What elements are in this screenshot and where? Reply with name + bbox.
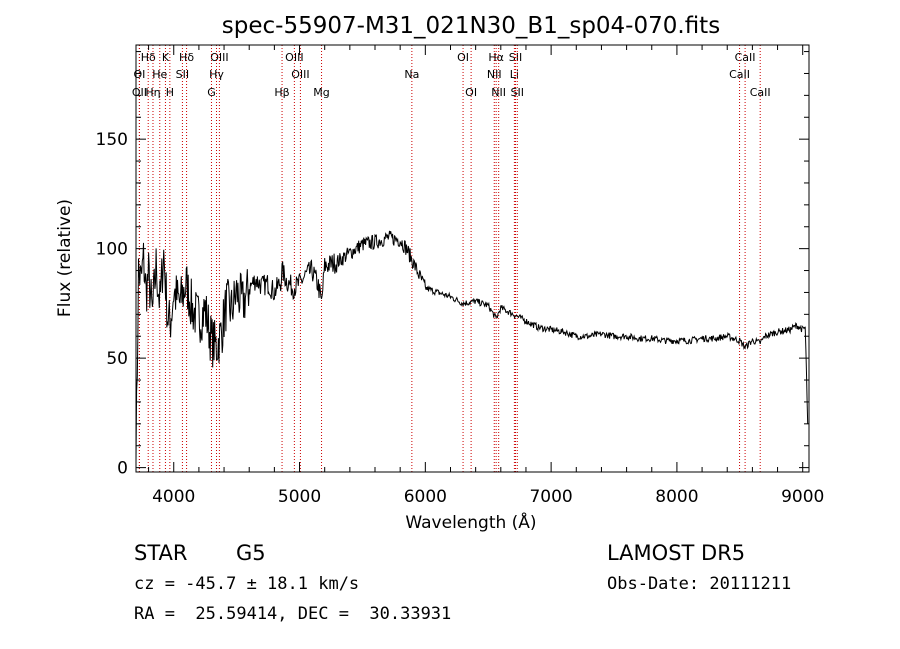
line-marker-label: CaII [735, 51, 756, 64]
x-tick-label: 8000 [655, 487, 698, 507]
chart-title: spec-55907-M31_021N30_B1_sp04-070.fits [222, 13, 720, 39]
redshift-text: cz = -45.7 ± 18.1 km/s [134, 574, 360, 594]
y-axis-label: Flux (relative) [55, 199, 75, 317]
line-marker-label: He [152, 68, 167, 81]
x-axis-label: Wavelength (Å) [405, 511, 536, 533]
line-marker-label: Hγ [209, 68, 224, 81]
x-tick-label: 9000 [781, 487, 824, 507]
line-marker-label: Hα [488, 51, 504, 64]
line-marker-label: OI [133, 68, 145, 81]
coordinates-text: RA = 25.59414, DEC = 30.33931 [134, 604, 452, 624]
line-marker-label: K [162, 51, 170, 64]
survey-label: LAMOST DR5 [607, 541, 746, 565]
x-tick-label: 5000 [278, 487, 321, 507]
x-tick-label: 6000 [404, 487, 447, 507]
line-marker-label: Hβ [274, 86, 289, 99]
x-tick-label: 4000 [152, 487, 195, 507]
line-marker-label: Hη [145, 86, 160, 99]
line-marker-label: Li [510, 68, 519, 81]
line-marker-label: NII [491, 86, 506, 99]
obs-date-text: Obs-Date: 20111211 [607, 574, 792, 594]
line-marker-label: G [207, 86, 216, 99]
x-tick-label: 7000 [529, 487, 572, 507]
y-tick-label: 50 [106, 349, 128, 369]
line-marker-label: OI [457, 51, 469, 64]
line-marker-label: SII [176, 68, 189, 81]
line-marker-label: CaII [750, 86, 771, 99]
y-tick-label: 100 [96, 240, 128, 260]
line-marker-label: Hδ [179, 51, 194, 64]
subclass-label: G5 [236, 541, 266, 565]
line-marker-label: SII [509, 51, 522, 64]
y-tick-label: 0 [117, 459, 128, 479]
plot-frame [135, 44, 810, 473]
line-marker-label: Mg [313, 86, 329, 99]
class-label: STAR [134, 541, 188, 565]
line-marker-label: OIII [210, 51, 228, 64]
line-marker-label: NII [487, 68, 502, 81]
y-axis: 0 50 100 150 [96, 51, 809, 479]
spectrum-line [135, 230, 809, 462]
y-tick-label: 150 [96, 130, 128, 150]
line-marker-label: Na [404, 68, 419, 81]
line-marker-label: SII [511, 86, 524, 99]
x-axis: 4000 5000 6000 7000 8000 9000 [148, 45, 824, 507]
line-marker-label: OIII [285, 51, 303, 64]
line-marker-label: OI [465, 86, 477, 99]
line-marker-label: H [166, 86, 174, 99]
line-marker-label: Hδ [141, 51, 156, 64]
line-marker-label: CaII [729, 68, 750, 81]
line-marker-label: OIII [291, 68, 309, 81]
